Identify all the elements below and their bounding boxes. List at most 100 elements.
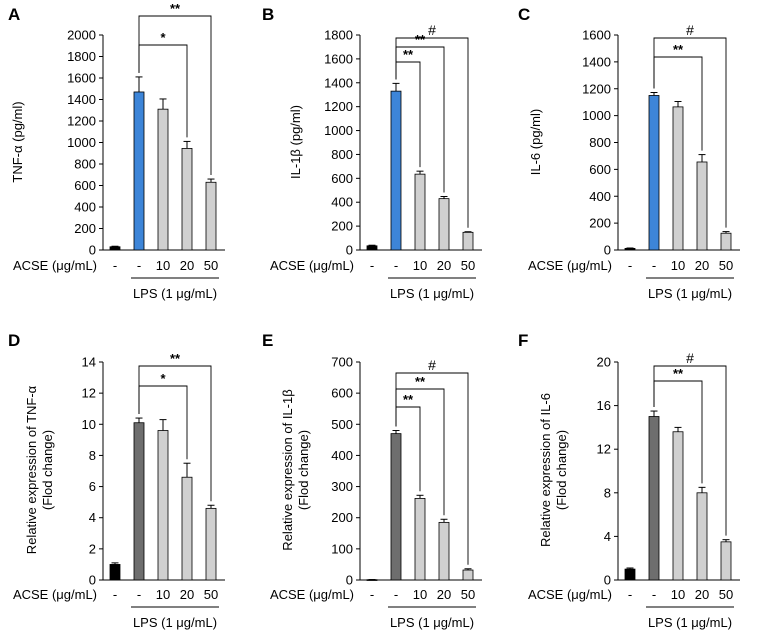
bar-1 <box>133 422 145 581</box>
y-tick-label: 1400 <box>67 92 96 107</box>
category-label: 50 <box>204 587 218 602</box>
y-tick-label: 800 <box>74 157 96 172</box>
bar-1 <box>648 95 660 251</box>
category-label: 10 <box>413 258 427 273</box>
y-tick-label: 600 <box>74 178 96 193</box>
y-axis-label-line: (Flod change) <box>554 430 569 510</box>
category-label: 50 <box>719 587 733 602</box>
bar-4 <box>205 181 217 251</box>
y-tick-label: 0 <box>604 573 611 588</box>
chart-panel-a: A 0 200 400 600 800 1000 1200 1400 1600 1800 2000 TN… <box>8 1 225 301</box>
y-tick-label: 0 <box>346 243 353 258</box>
y-tick-label: 700 <box>331 355 353 370</box>
category-label: - <box>394 258 398 273</box>
y-axis-label: IL-6 (pg/ml) <box>528 109 543 175</box>
y-tick-label: 4 <box>604 529 611 544</box>
category-label: 20 <box>437 258 451 273</box>
significance-label: ** <box>403 392 414 407</box>
y-tick-label: 1000 <box>582 108 611 123</box>
y-tick-label: 400 <box>74 200 96 215</box>
y-axis-label-line: Relative expression of TNF-α <box>24 385 39 554</box>
bar-1 <box>648 416 660 581</box>
y-tick-label: 1400 <box>324 75 353 90</box>
row-label: ACSE (μg/mL) <box>270 587 354 602</box>
y-tick-label: 1800 <box>324 28 353 43</box>
y-tick-label: 200 <box>589 216 611 231</box>
bar-4 <box>462 569 474 581</box>
bar-3 <box>438 521 450 581</box>
significance-bracket-1 <box>138 15 212 176</box>
row-label: ACSE (μg/mL) <box>528 587 612 602</box>
y-tick-label: 1600 <box>67 71 96 86</box>
category-label: 50 <box>461 258 475 273</box>
chart-panel-e: E 0 100 200 300 400 500 600 700 Relative expressi… <box>262 331 482 630</box>
significance-bracket-1 <box>138 365 212 502</box>
bar-4 <box>720 541 732 581</box>
category-label: - <box>652 258 656 273</box>
chart-panel-f: F 0 4 8 12 16 20 Relative expression of IL-6 (Fl… <box>518 331 740 630</box>
y-tick-label: 4 <box>89 510 96 525</box>
bar-1 <box>390 433 402 581</box>
bar-0 <box>109 564 121 581</box>
y-tick-label: 500 <box>331 417 353 432</box>
y-tick-label: 1200 <box>67 114 96 129</box>
y-tick-label: 2 <box>89 541 96 556</box>
y-tick-label: 0 <box>604 243 611 258</box>
significance-bracket-1 <box>653 37 727 228</box>
bar-2 <box>672 431 684 581</box>
category-label: 10 <box>671 258 685 273</box>
bar-2 <box>672 106 684 251</box>
category-label: 20 <box>695 587 709 602</box>
y-tick-label: 600 <box>589 162 611 177</box>
y-tick-label: 1200 <box>582 81 611 96</box>
y-tick-label: 600 <box>331 171 353 186</box>
significance-bracket-2 <box>395 372 469 565</box>
y-tick-label: 6 <box>89 479 96 494</box>
significance-label: ** <box>673 366 684 381</box>
group-label: LPS (1 μg/mL) <box>648 286 732 301</box>
group-label: LPS (1 μg/mL) <box>133 615 217 630</box>
y-tick-label: 400 <box>589 189 611 204</box>
row-label: ACSE (μg/mL) <box>270 258 354 273</box>
y-tick-label: 800 <box>331 147 353 162</box>
y-tick-label: 1000 <box>324 123 353 138</box>
category-label: - <box>137 587 141 602</box>
y-tick-label: 20 <box>597 355 611 370</box>
significance-label: ** <box>403 47 414 62</box>
category-label: 10 <box>671 587 685 602</box>
y-tick-label: 12 <box>597 442 611 457</box>
row-label: ACSE (μg/mL) <box>13 258 97 273</box>
bar-1 <box>133 91 145 251</box>
y-tick-label: 8 <box>89 448 96 463</box>
significance-label: # <box>686 350 694 366</box>
bar-3 <box>438 198 450 251</box>
significance-label: ** <box>170 1 181 16</box>
row-label: ACSE (μg/mL) <box>528 258 612 273</box>
y-tick-label: 400 <box>331 195 353 210</box>
y-tick-label: 12 <box>82 386 96 401</box>
bar-0 <box>624 247 636 251</box>
chart-panel-d: D 0 2 4 6 8 10 12 14 Relative expression of TNF-α… <box>8 331 225 630</box>
y-tick-label: 200 <box>331 510 353 525</box>
chart-panel-b: B 0 200 400 600 800 1000 1200 1400 1600 1800 IL-1β … <box>262 5 482 301</box>
y-tick-label: 14 <box>82 355 96 370</box>
category-label: - <box>113 258 117 273</box>
significance-label: # <box>686 22 694 38</box>
panel-letter: B <box>262 5 274 24</box>
y-tick-label: 800 <box>589 135 611 150</box>
category-label: 20 <box>180 587 194 602</box>
significance-label: * <box>160 30 166 45</box>
y-axis-label-line: (Flod change) <box>40 430 55 510</box>
y-tick-label: 1600 <box>324 51 353 66</box>
category-label: - <box>370 258 374 273</box>
significance-label: * <box>160 371 166 386</box>
y-tick-label: 16 <box>597 398 611 413</box>
panel-letter: D <box>8 331 20 350</box>
y-tick-label: 1600 <box>582 28 611 43</box>
group-label: LPS (1 μg/mL) <box>390 615 474 630</box>
category-label: 50 <box>204 258 218 273</box>
row-label: ACSE (μg/mL) <box>13 587 97 602</box>
category-label: 20 <box>695 258 709 273</box>
bar-0 <box>624 568 636 581</box>
